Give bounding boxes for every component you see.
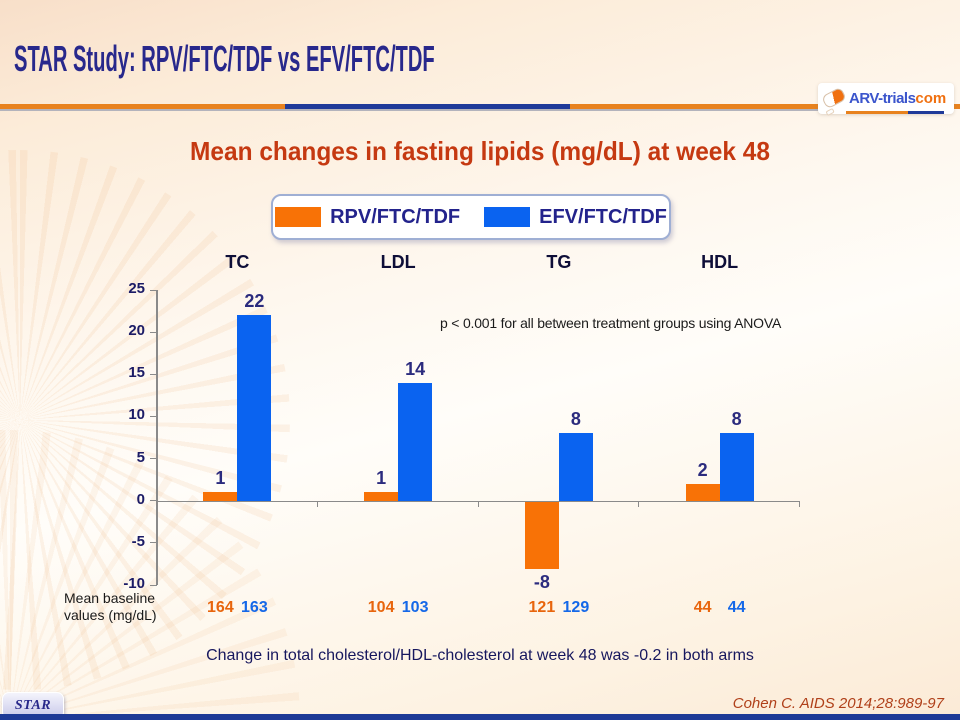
bar-efv-tc <box>237 315 272 501</box>
ytick-label: 25 <box>128 280 145 297</box>
x-axis-tick <box>799 500 800 507</box>
bar-efv-ldl <box>398 382 433 501</box>
value-label-rpv-ldl: 1 <box>376 468 387 489</box>
footnote: Change in total cholesterol/HDL-choleste… <box>206 647 754 664</box>
value-label-rpv-tc: 1 <box>215 468 226 489</box>
bar-chart: 25 20 15 10 5 0 -5 -10 TC 1 164 22 163 LDL 1 104 14 103 TG… <box>123 252 800 616</box>
bar-efv-tg <box>558 433 593 501</box>
baseline-value-efv-tc: 163 <box>241 599 268 616</box>
rule-orange-segment-2 <box>570 104 960 109</box>
value-label-rpv-hdl: 2 <box>697 459 708 480</box>
legend-swatch-efv <box>484 207 531 227</box>
bottom-bar <box>0 714 960 720</box>
y-axis-line <box>156 290 158 585</box>
value-label-rpv-tg: -8 <box>533 572 550 593</box>
value-label-efv-ldl: 14 <box>405 358 426 379</box>
header-rule <box>0 104 960 112</box>
category-label-ldl: LDL <box>380 252 416 272</box>
baseline-label-line2: values (mg/dL) <box>64 607 157 623</box>
value-label-efv-hdl: 8 <box>731 409 742 430</box>
baseline-value-rpv-hdl: 44 <box>693 599 712 616</box>
ytick-label: -5 <box>131 532 145 550</box>
bar-rpv-ldl <box>364 492 399 501</box>
x-axis-tick <box>477 500 479 507</box>
baseline-value-rpv-ldl: 104 <box>367 599 395 616</box>
logo-text: ARV-trials <box>849 90 916 107</box>
pill-icon <box>821 86 847 109</box>
category-label-tg: TG <box>546 252 572 272</box>
y-axis-tick <box>150 458 157 460</box>
slide-title: STAR Study: RPV/FTC/TDF vs EFV/FTC/TDF <box>14 38 435 79</box>
ytick-label: 5 <box>136 448 145 466</box>
baseline-label: Mean baseline values (mg/dL) <box>64 590 157 624</box>
baseline-value-efv-tg: 129 <box>562 599 590 616</box>
value-label-efv-tc: 22 <box>244 291 265 312</box>
baseline-value-efv-ldl: 103 <box>401 599 429 616</box>
logo-underline <box>846 111 944 114</box>
x-axis-tick <box>316 500 318 507</box>
ytick-label: -10 <box>123 575 145 592</box>
bar-efv-hdl <box>719 433 754 501</box>
category-label-tc: TC <box>225 252 250 272</box>
citation: Cohen C. AIDS 2014;28:989-97 <box>732 695 944 712</box>
legend-swatch-rpv <box>275 207 322 227</box>
baseline-label-line1: Mean baseline <box>64 590 156 606</box>
y-axis-tick <box>150 331 157 333</box>
baseline-value-rpv-tg: 121 <box>528 599 556 616</box>
y-axis-tick <box>150 542 157 544</box>
chart-legend: RPV/FTC/TDF EFV/FTC/TDF <box>271 194 671 240</box>
baseline-value-efv-hdl: 44 <box>727 599 746 616</box>
ytick-label: 20 <box>128 322 145 340</box>
value-label-efv-tg: 8 <box>570 409 581 430</box>
y-axis-tick <box>150 373 157 375</box>
bar-rpv-tg <box>524 501 559 570</box>
ytick-label: 15 <box>128 364 145 382</box>
category-label-hdl: HDL <box>701 252 739 272</box>
x-axis-line <box>157 500 800 502</box>
rule-orange-segment <box>0 104 285 109</box>
baseline-value-rpv-tc: 164 <box>207 599 234 616</box>
ytick-label: 0 <box>136 490 145 508</box>
y-axis-tick <box>150 289 157 291</box>
legend-label-rpv: RPV/FTC/TDF <box>330 205 461 228</box>
x-axis-tick <box>638 500 640 507</box>
y-axis-tick <box>150 415 157 417</box>
rule-blue-segment <box>285 104 570 109</box>
y-axis-tick <box>150 584 157 586</box>
legend-label-efv: EFV/FTC/TDF <box>539 205 667 228</box>
y-axis-tick <box>150 500 157 502</box>
bar-rpv-tc <box>203 492 238 501</box>
arv-trials-logo[interactable]: ARV-trials com <box>818 83 954 114</box>
logo-suffix: com <box>915 90 947 107</box>
bar-rpv-hdl <box>685 483 720 501</box>
chart-title: Mean changes in fasting lipids (mg/dL) a… <box>190 136 770 166</box>
rule-gray-line <box>0 109 935 111</box>
ytick-label: 10 <box>128 406 145 424</box>
p-value-annotation: p < 0.001 for all between treatment grou… <box>440 315 782 331</box>
